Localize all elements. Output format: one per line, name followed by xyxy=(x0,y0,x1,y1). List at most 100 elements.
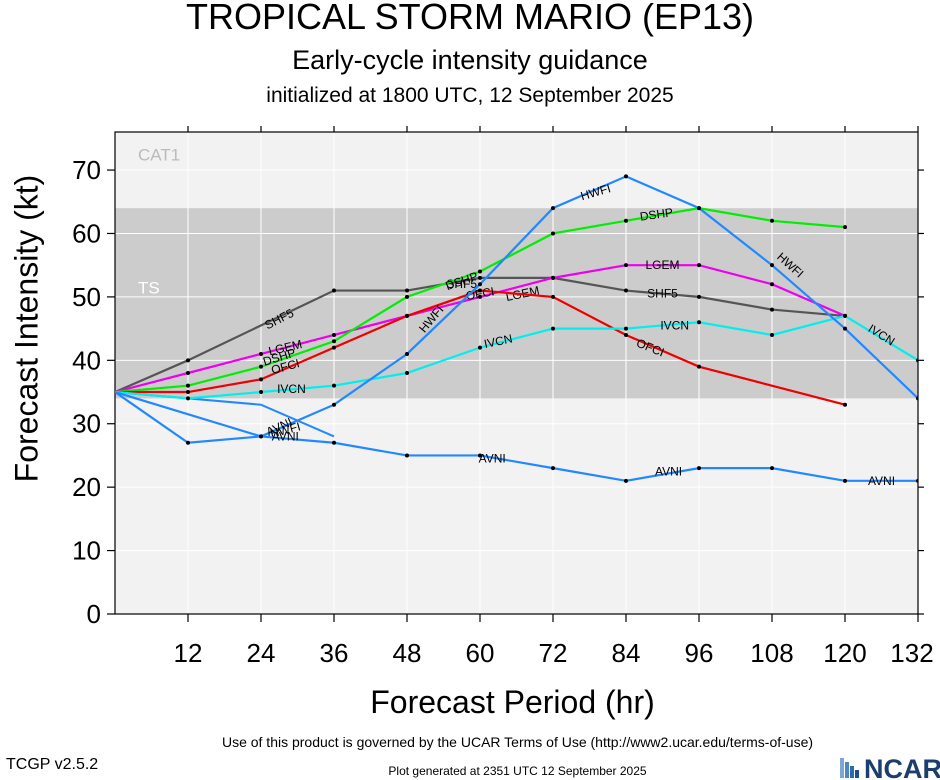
band-label-ts: TS xyxy=(138,279,160,298)
data-point-ivcn xyxy=(332,383,336,388)
series-label-dshp: DSHP xyxy=(639,205,674,224)
data-point-hwfi xyxy=(916,396,918,401)
x-tick-label: 132 xyxy=(890,638,933,668)
data-point-dshp xyxy=(551,231,555,236)
series-line-avni xyxy=(115,391,918,482)
data-point-avni xyxy=(405,453,409,458)
data-point-shf5 xyxy=(405,288,409,293)
x-tick-label: 36 xyxy=(320,638,349,668)
data-point-dshp xyxy=(259,364,263,369)
data-point-lgem xyxy=(332,332,336,337)
y-tick-label: 0 xyxy=(87,599,101,629)
ncar-logo: NCAR xyxy=(840,754,940,780)
data-point-shf5 xyxy=(186,358,190,363)
data-point-avni xyxy=(259,434,263,439)
series-line-shf5 xyxy=(115,276,846,394)
data-point-hwfi xyxy=(624,174,628,179)
data-point-hwfi xyxy=(770,263,774,268)
data-point-shf5 xyxy=(624,288,628,293)
data-point-hwfi xyxy=(478,282,482,287)
y-tick-label: 10 xyxy=(72,536,101,566)
data-point-hwfi xyxy=(405,351,409,356)
data-point-lgem xyxy=(697,263,701,268)
data-point-ofci xyxy=(843,402,847,407)
generated-time: Plot generated at 2351 UTC 12 September … xyxy=(388,764,647,778)
band-label-cat1: CAT1 xyxy=(138,146,180,165)
data-point-avni xyxy=(624,478,628,483)
data-point-ivcn xyxy=(259,390,263,395)
data-point-ivcn xyxy=(916,358,918,363)
data-point-dshp xyxy=(405,294,409,299)
x-tick-label: 96 xyxy=(685,638,714,668)
x-tick-label: 72 xyxy=(539,638,568,668)
series-label-ofci: OFCI xyxy=(465,284,496,303)
y-axis-label: Forecast Intensity (kt) xyxy=(8,174,45,483)
x-tick-label: 48 xyxy=(393,638,422,668)
data-point-dshp xyxy=(478,269,482,274)
series-label-ivcn: IVCN xyxy=(660,318,689,332)
chart-title: TROPICAL STORM MARIO (EP13) xyxy=(185,0,755,37)
data-point-shf5 xyxy=(332,288,336,293)
y-tick-label: 20 xyxy=(72,472,101,502)
data-point-hwfi xyxy=(332,402,336,407)
data-point-dshp xyxy=(624,218,628,223)
x-tick-label: 60 xyxy=(466,638,495,668)
series-label-avni: AVNI xyxy=(868,474,895,488)
data-point-ivcn xyxy=(478,345,482,350)
data-point-shf5 xyxy=(478,275,482,280)
y-tick-label: 40 xyxy=(72,345,101,375)
series-label-avni: AVNI xyxy=(655,464,682,478)
data-point-dshp xyxy=(843,225,847,230)
series-label-avni: AVNI xyxy=(272,429,299,443)
data-point-ofci xyxy=(697,364,701,369)
y-tick-label: 50 xyxy=(72,282,101,312)
data-point-dshp xyxy=(186,383,190,388)
x-tick-label: 12 xyxy=(174,638,203,668)
data-point-ivcn xyxy=(551,326,555,331)
intensity-band-ts xyxy=(115,208,918,399)
data-point-lgem xyxy=(259,351,263,356)
series-line-ofci xyxy=(115,289,846,406)
series-line-ivcn xyxy=(115,314,918,400)
data-point-ofci xyxy=(551,294,555,299)
init-time: initialized at 1800 UTC, 12 September 20… xyxy=(266,84,674,107)
data-point-avni xyxy=(843,478,847,483)
x-axis-label: Forecast Period (hr) xyxy=(370,684,655,720)
data-point-lgem xyxy=(478,294,482,299)
series-label-lgem: LGEM xyxy=(645,258,679,272)
series-label-ivcn: IVCN xyxy=(277,382,306,396)
y-tick-label: 30 xyxy=(72,409,101,439)
data-point-lgem xyxy=(186,371,190,375)
chart-subtitle: Early-cycle intensity guidance xyxy=(292,45,648,75)
data-point-ivcn xyxy=(770,332,774,337)
data-point-hwfi xyxy=(843,326,847,331)
data-point-ofci xyxy=(478,288,482,293)
x-tick-label: 24 xyxy=(247,638,276,668)
data-point-ofci xyxy=(332,345,336,350)
y-tick-label: 70 xyxy=(72,155,101,185)
data-point-lgem xyxy=(770,282,774,287)
data-point-shf5 xyxy=(770,307,774,312)
data-point-avni xyxy=(551,466,555,471)
data-point-ofci xyxy=(186,390,190,395)
data-point-avni xyxy=(478,453,482,458)
data-point-hwfi xyxy=(551,206,555,211)
ncar-logo-mark xyxy=(840,758,859,778)
data-point-ofci xyxy=(624,332,628,337)
x-tick-label: 108 xyxy=(750,638,793,668)
terms-of-use: Use of this product is governed by the U… xyxy=(221,734,814,750)
data-point-dshp xyxy=(770,218,774,223)
data-point-hwfi xyxy=(697,206,701,211)
data-point-lgem xyxy=(624,263,628,268)
data-point-lgem xyxy=(551,275,555,280)
data-point-ivcn xyxy=(624,326,628,331)
ncar-logo-text: NCAR xyxy=(864,754,940,780)
x-tick-label: 84 xyxy=(612,638,641,668)
series-label-ivcn: IVCN xyxy=(483,331,514,351)
data-point-avni xyxy=(332,440,336,445)
y-tick-label: 60 xyxy=(72,218,101,248)
data-point-ivcn xyxy=(186,396,190,401)
data-point-ivcn xyxy=(405,371,409,375)
plot-frame xyxy=(114,131,919,615)
data-point-ofci xyxy=(259,377,263,382)
